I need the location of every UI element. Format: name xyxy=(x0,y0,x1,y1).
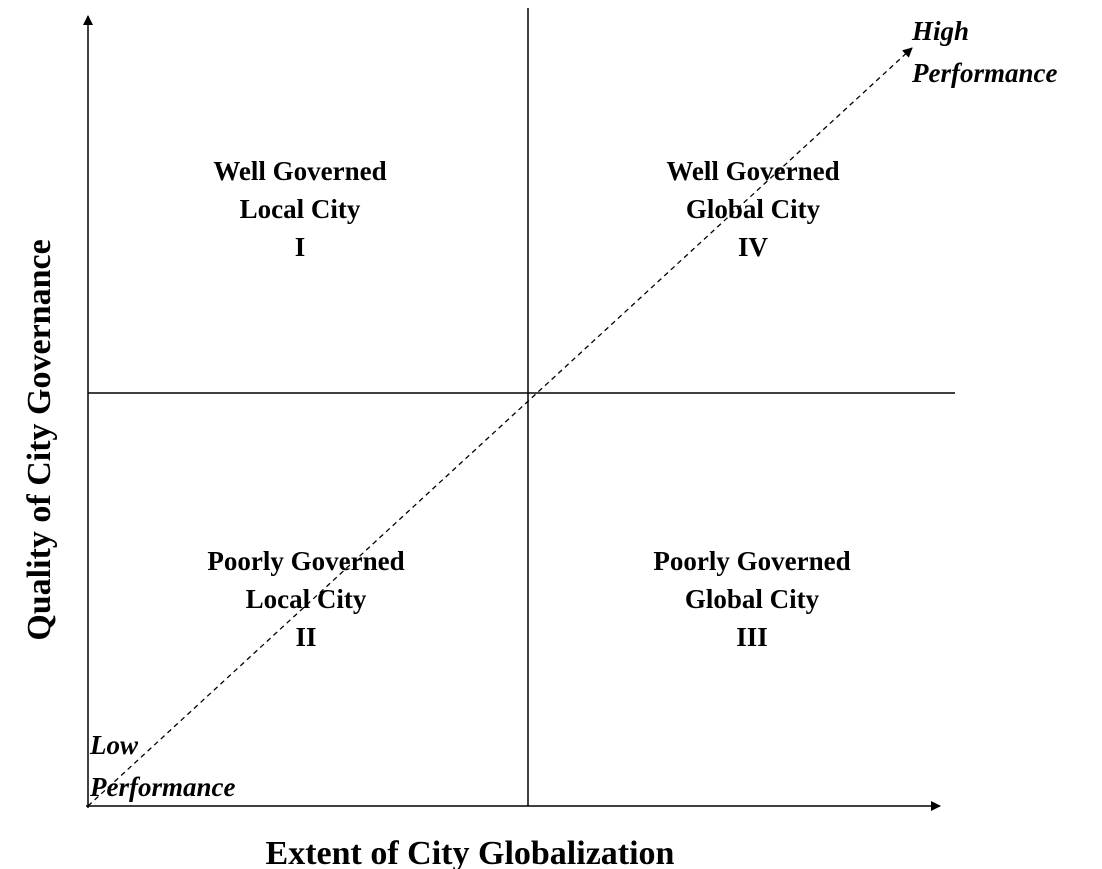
y-axis-label: Quality of City Governance xyxy=(21,239,58,640)
quadrant-label: IV xyxy=(738,232,769,262)
performance-arrow xyxy=(87,47,913,807)
high-label: Performance xyxy=(911,58,1057,88)
quadrant-label: Local City xyxy=(246,584,367,614)
high-label: High xyxy=(911,16,969,46)
quadrant-label: Well Governed xyxy=(666,156,839,186)
low-label: Low xyxy=(89,730,139,760)
quadrant-label: Poorly Governed xyxy=(207,546,404,576)
quadrant-label: Poorly Governed xyxy=(653,546,850,576)
quadrant-label: Global City xyxy=(685,584,820,614)
quadrant-label: III xyxy=(736,622,768,652)
x-axis-label: Extent of City Globalization xyxy=(266,835,675,869)
quadrant-label: Local City xyxy=(240,194,361,224)
quadrant-label: II xyxy=(295,622,316,652)
quadrant-labels: Well Governed Local City I Well Governed Glo… xyxy=(207,156,850,652)
quadrant-label: I xyxy=(295,232,306,262)
quadrant-label: Well Governed xyxy=(213,156,386,186)
low-label: Performance xyxy=(89,772,235,802)
quadrant-label: Global City xyxy=(686,194,821,224)
